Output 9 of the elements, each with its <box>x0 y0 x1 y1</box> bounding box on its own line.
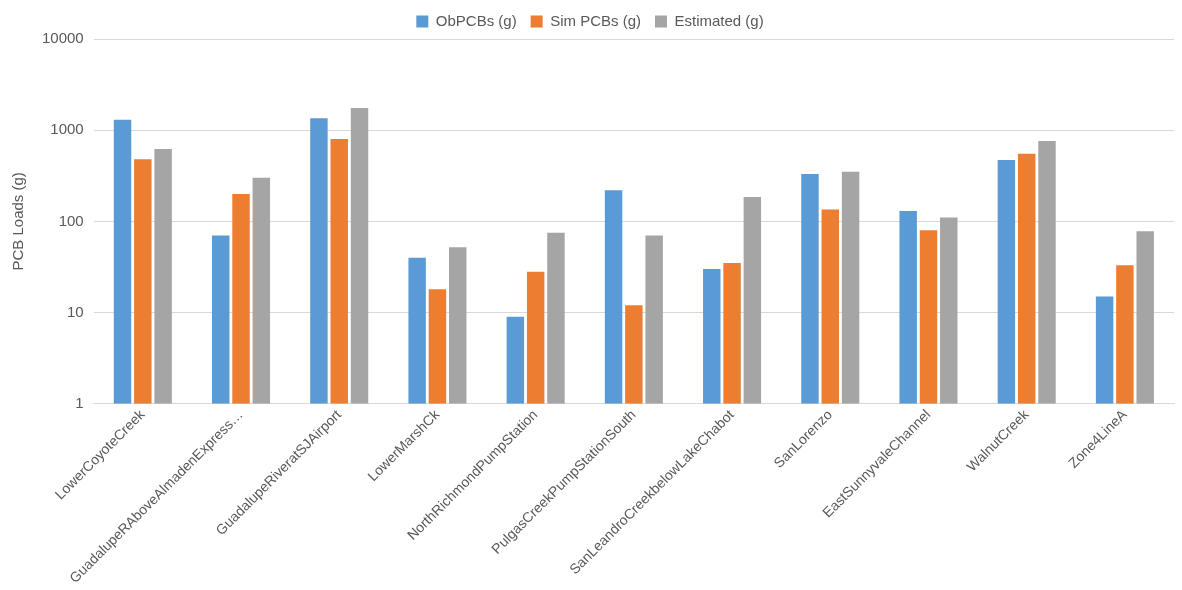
y-tick-label: 1000 <box>50 120 84 138</box>
y-axis-title: PCB Loads (g) <box>9 172 27 271</box>
legend-label: Estimated (g) <box>674 11 764 29</box>
y-tick-label: 10000 <box>41 29 84 47</box>
y-tick-label: 10 <box>67 302 84 320</box>
y-tick-label: 100 <box>58 211 84 229</box>
legend-label: ObPCBs (g) <box>435 11 517 29</box>
legend-label: Sim PCBs (g) <box>550 11 641 29</box>
y-tick-label: 1 <box>75 393 84 411</box>
